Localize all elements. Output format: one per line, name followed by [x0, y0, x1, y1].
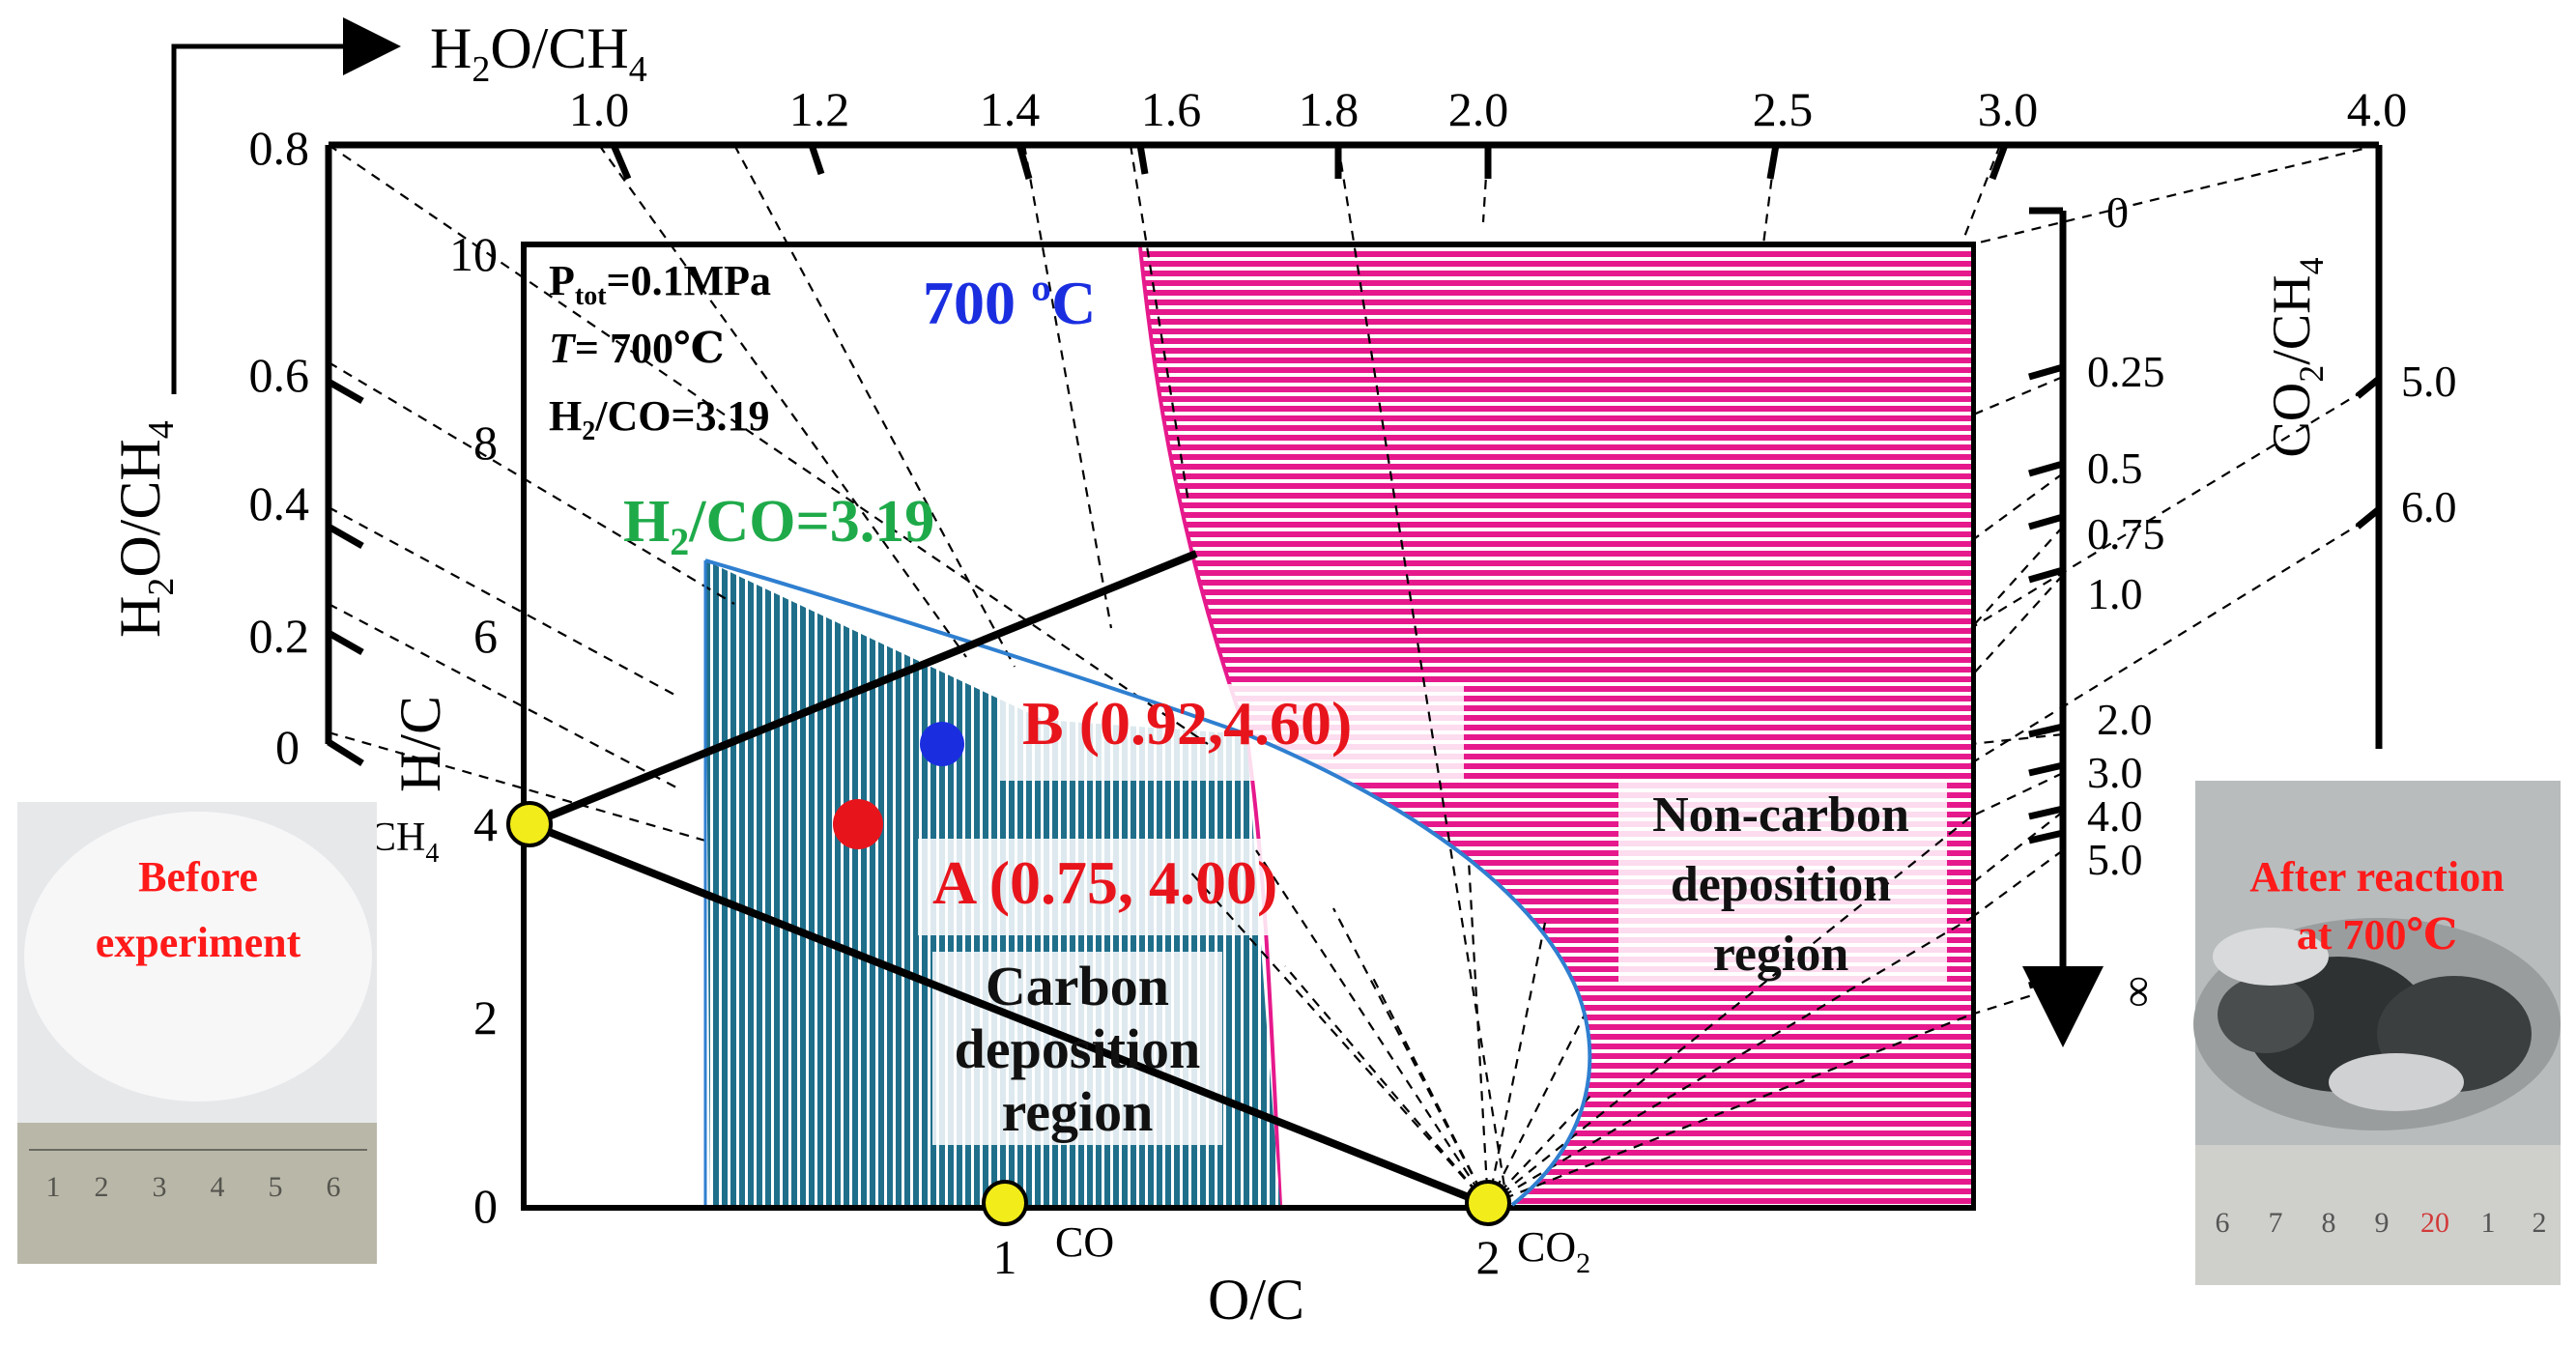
noncarbon-region-label-3: region: [1713, 927, 1849, 982]
top-tick: 1.8: [1299, 82, 1360, 136]
ruler-after-tick: 1: [2481, 1207, 2496, 1239]
temperature-label: T= 700℃: [549, 325, 725, 372]
right-outer-tick: 6.0: [2401, 482, 2457, 531]
left-tick: 0.4: [249, 476, 310, 530]
before-label-1: Before: [138, 853, 258, 901]
ruler-before-tick: 6: [327, 1171, 341, 1203]
right-inner-tick: 0: [2106, 187, 2129, 237]
vertex-co2: [1465, 1180, 1511, 1226]
y-tick: 0: [473, 1179, 498, 1233]
vertex-co-label: CO: [1055, 1218, 1114, 1266]
right-axis-title: CO2/CH4: [2262, 257, 2331, 457]
top-axis-arrow: [171, 17, 401, 394]
carbon-boundary-curve: [704, 558, 1592, 1207]
top-axis-title: H2O/CH4: [430, 16, 647, 90]
ruler-before-tick: 4: [211, 1171, 225, 1203]
ruler-after-tick: 8: [2322, 1207, 2336, 1239]
right-inner-tick: 1.0: [2087, 569, 2143, 618]
label-box-b: [1000, 684, 1464, 781]
right-inner-tick: 2.0: [2097, 695, 2153, 744]
vertex-co: [982, 1180, 1028, 1226]
after-label-1: After reaction: [2249, 853, 2504, 901]
x-axis-title: O/C: [1208, 1268, 1304, 1331]
noncarbon-region-label-2: deposition: [1671, 857, 1891, 912]
y-tick: 6: [473, 609, 498, 663]
top-tick: 1.2: [789, 82, 850, 136]
ruler-before-tick: 3: [153, 1171, 167, 1203]
left-tick: 0.6: [249, 348, 310, 402]
ruler-after-tick: 7: [2269, 1207, 2283, 1239]
y-tick: 4: [473, 797, 498, 851]
vertex-co2-label: CO2: [1517, 1223, 1590, 1279]
dashed-guides: [328, 143, 2380, 1207]
label-box-noncarbon: [1618, 783, 1947, 986]
carbon-region-label-3: region: [1002, 1080, 1154, 1143]
ruler-after-tick: 20: [2420, 1207, 2449, 1239]
photo-before: 1 2 3 4 5 6 Before experiment: [17, 802, 377, 1264]
right-outer-tick: 5.0: [2401, 357, 2457, 406]
label-box-carbon: [932, 952, 1222, 1145]
point-a-marker: [833, 799, 883, 849]
h2co-line-label: H2/CO=3.19: [623, 489, 934, 563]
top-tick: 2.0: [1448, 82, 1509, 136]
right-inner-tick: 4.0: [2087, 791, 2143, 841]
top-tick: 2.5: [1753, 82, 1814, 136]
ternary-lines: [528, 550, 1490, 1209]
ruler-after-tick: 2: [2533, 1207, 2547, 1239]
point-b-marker: [920, 722, 964, 766]
right-inner-tick: 0.25: [2087, 347, 2165, 396]
top-tick: 1.6: [1141, 82, 1202, 136]
right-inner-tick: 0.5: [2087, 444, 2143, 493]
top-tick: 1.4: [980, 82, 1041, 136]
x-tick: 1: [993, 1230, 1017, 1284]
ruler-before-tick: 2: [95, 1171, 109, 1203]
carbon-region-label-2: deposition: [955, 1017, 1201, 1080]
vertex-ch4: [506, 801, 553, 847]
left-tick: 0.8: [249, 121, 310, 175]
temperature-curve-label: 700 ºC: [923, 269, 1096, 337]
x-tick: 2: [1476, 1230, 1501, 1284]
left-axis-title: H2O/CH4: [108, 420, 182, 638]
after-label-2: at 700℃: [2297, 911, 2457, 959]
right-inner-tick: 5.0: [2087, 835, 2143, 884]
top-tick: 1.0: [569, 82, 630, 136]
y-tick: 8: [473, 415, 498, 470]
h2co-condition-label: H2/CO=3.19: [549, 392, 770, 446]
photo-after: 6 7 8 9 20 1 2 After reaction at 700℃: [2193, 781, 2561, 1285]
ruler-before-tick: 1: [46, 1171, 61, 1203]
ruler-after-tick: 6: [2216, 1207, 2230, 1239]
y-axis-title: H/C: [388, 696, 452, 792]
ruler-after-tick: 9: [2375, 1207, 2390, 1239]
carbon-region-label-1: Carbon: [986, 955, 1169, 1017]
ruler-before-tick: 5: [269, 1171, 283, 1203]
before-label-2: experiment: [96, 919, 301, 966]
right-inner-tick: 3.0: [2087, 748, 2143, 797]
left-tick: 0.2: [249, 609, 310, 663]
right-inner-tick: ∞: [2116, 976, 2165, 1008]
label-box-a: [918, 839, 1343, 935]
right-inner-tick: 0.75: [2087, 509, 2165, 558]
left-tick: 0: [275, 720, 300, 774]
point-b-label: B (0.92,4.60): [1022, 689, 1352, 758]
y-tick: 10: [449, 227, 498, 281]
top-tick: 4.0: [2347, 82, 2408, 136]
y-tick: 2: [473, 990, 498, 1045]
pressure-label: Ptot=0.1MPa: [549, 257, 771, 311]
vertex-ch4-label: CH4: [369, 816, 439, 869]
point-a-label: A (0.75, 4.00): [932, 848, 1277, 917]
noncarbon-region-label-1: Non-carbon: [1652, 787, 1909, 843]
top-tick: 3.0: [1978, 82, 2039, 136]
